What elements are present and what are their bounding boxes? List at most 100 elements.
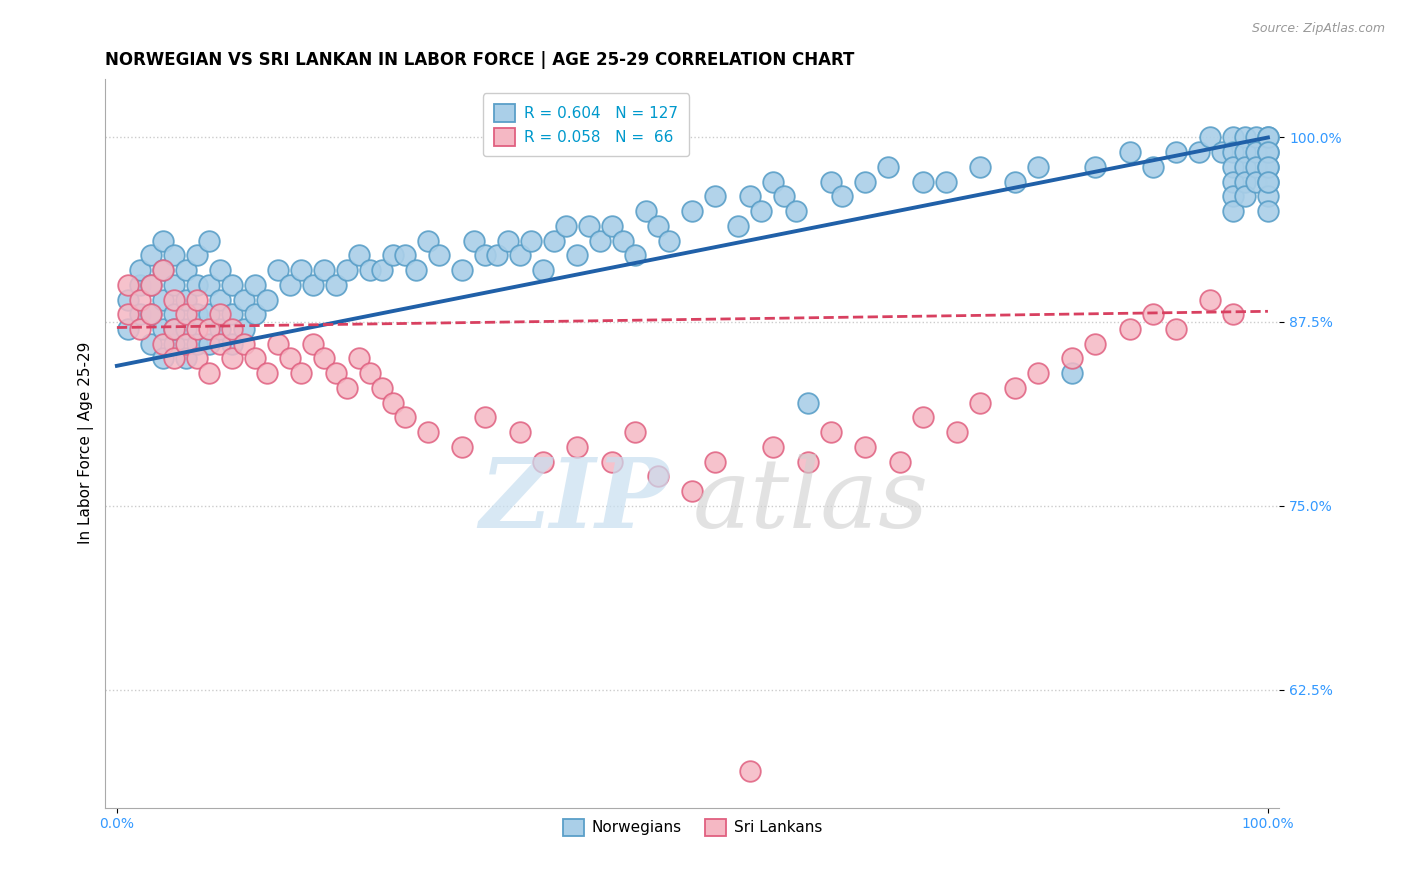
Point [267,263,290,277]
Point [647,469,669,483]
Point [141,277,163,292]
Point [174,351,197,366]
Point [198,277,221,292]
Point [796,454,818,468]
Point [762,440,785,454]
Point [152,351,174,366]
Point [186,277,208,292]
Point [209,307,232,321]
Point [232,322,254,336]
Point [117,322,139,336]
Point [163,322,186,336]
Point [278,351,301,366]
Point [1257,175,1279,189]
Point [1004,381,1026,395]
Point [1233,130,1256,145]
Point [935,175,957,189]
Point [1222,130,1244,145]
Point [198,322,221,336]
Point [256,366,278,380]
Point [681,204,703,219]
Point [117,293,139,307]
Point [141,277,163,292]
Point [267,336,290,351]
Point [198,234,221,248]
Point [174,322,197,336]
Point [1119,322,1142,336]
Point [347,248,370,262]
Point [163,293,186,307]
Point [416,234,439,248]
Point [567,248,589,262]
Point [1199,130,1222,145]
Point [738,189,761,203]
Point [174,263,197,277]
Point [359,366,381,380]
Point [174,307,197,321]
Point [1257,145,1279,160]
Point [612,234,634,248]
Point [1257,145,1279,160]
Point [554,219,576,233]
Point [312,263,335,277]
Text: Source: ZipAtlas.com: Source: ZipAtlas.com [1251,22,1385,36]
Point [141,336,163,351]
Point [394,248,416,262]
Point [1222,145,1244,160]
Point [117,277,139,292]
Point [198,336,221,351]
Point [221,336,243,351]
Point [1257,160,1279,174]
Point [141,307,163,321]
Point [773,189,796,203]
Point [738,764,761,778]
Point [174,293,197,307]
Point [658,234,681,248]
Text: atlas: atlas [692,455,928,549]
Point [785,204,807,219]
Point [186,322,208,336]
Point [1199,293,1222,307]
Text: NORWEGIAN VS SRI LANKAN IN LABOR FORCE | AGE 25-29 CORRELATION CHART: NORWEGIAN VS SRI LANKAN IN LABOR FORCE |… [105,51,855,69]
Point [232,293,254,307]
Point [751,204,773,219]
Point [1246,145,1268,160]
Point [232,336,254,351]
Point [359,263,381,277]
Point [727,219,749,233]
Point [1222,204,1244,219]
Point [198,366,221,380]
Point [1222,160,1244,174]
Point [152,336,174,351]
Point [600,219,623,233]
Point [820,175,842,189]
Point [520,234,543,248]
Point [1164,145,1187,160]
Point [531,454,554,468]
Point [198,307,221,321]
Point [301,277,323,292]
Point [152,234,174,248]
Point [221,322,243,336]
Point [141,248,163,262]
Point [1246,160,1268,174]
Point [129,307,152,321]
Point [325,277,347,292]
Point [221,277,243,292]
Point [969,160,991,174]
Point [762,175,785,189]
Point [1188,145,1211,160]
Point [853,175,876,189]
Point [163,351,186,366]
Point [578,219,600,233]
Point [1222,189,1244,203]
Point [853,440,876,454]
Point [163,307,186,321]
Point [186,351,208,366]
Point [474,410,496,425]
Point [221,351,243,366]
Point [600,454,623,468]
Point [312,351,335,366]
Point [1257,130,1279,145]
Point [474,248,496,262]
